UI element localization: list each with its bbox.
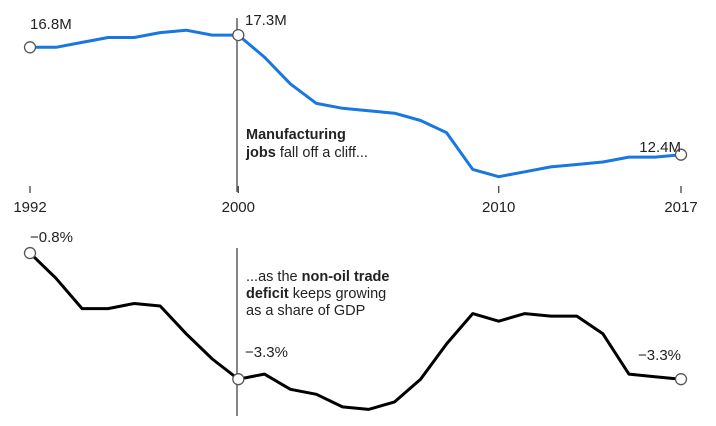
deficit-annotation-line2-bold: deficit: [246, 286, 289, 302]
deficit-label-2000: −3.3%: [245, 344, 288, 361]
deficit-label-end: −3.3%: [638, 347, 681, 364]
deficit-marker-2000: [232, 373, 245, 386]
deficit-annotation-line3: as a share of GDP: [246, 303, 365, 319]
x-tick-label-2010: 2010: [482, 199, 515, 216]
jobs-marker-2017: [674, 148, 688, 161]
jobs-panel: 1992 2000 2010 2017 16.8M 17.3M 12.4M Manuf…: [13, 12, 697, 216]
deficit-annotation: ...as the non-oil trade deficit keeps gr…: [246, 269, 393, 319]
deficit-annotation-line1-bold: non-oil trade: [302, 269, 390, 285]
jobs-marker-2000: [232, 28, 245, 42]
x-axis: 1992 2000 2010 2017: [13, 186, 698, 216]
deficit-annotation-line1-rest: ...as the: [246, 269, 302, 285]
jobs-annotation-line2-bold: jobs: [245, 145, 276, 161]
x-tick-label-2017: 2017: [664, 199, 697, 216]
jobs-marker-1992: [23, 41, 37, 54]
deficit-marker-1992: [23, 246, 37, 260]
jobs-label-2000: 17.3M: [245, 12, 287, 29]
jobs-label-end: 12.4M: [639, 139, 681, 156]
x-tick-label-1992: 1992: [13, 199, 46, 216]
deficit-label-start: −0.8%: [30, 229, 73, 246]
deficit-series-line: [28, 251, 683, 411]
jobs-annotation: Manufacturing jobs fall off a cliff...: [245, 127, 368, 161]
deficit-panel: −0.8% −3.3% −3.3% ...as the non-oil trad…: [23, 229, 688, 416]
jobs-label-start: 16.8M: [30, 16, 72, 33]
deficit-annotation-line2-rest: keeps growing: [289, 286, 387, 302]
deficit-marker-2017: [674, 373, 688, 386]
jobs-annotation-line2-rest: fall off a cliff...: [276, 145, 368, 161]
jobs-annotation-line1: Manufacturing: [246, 127, 346, 143]
x-tick-label-2000: 2000: [222, 199, 255, 216]
jobs-series-line: [28, 28, 683, 179]
